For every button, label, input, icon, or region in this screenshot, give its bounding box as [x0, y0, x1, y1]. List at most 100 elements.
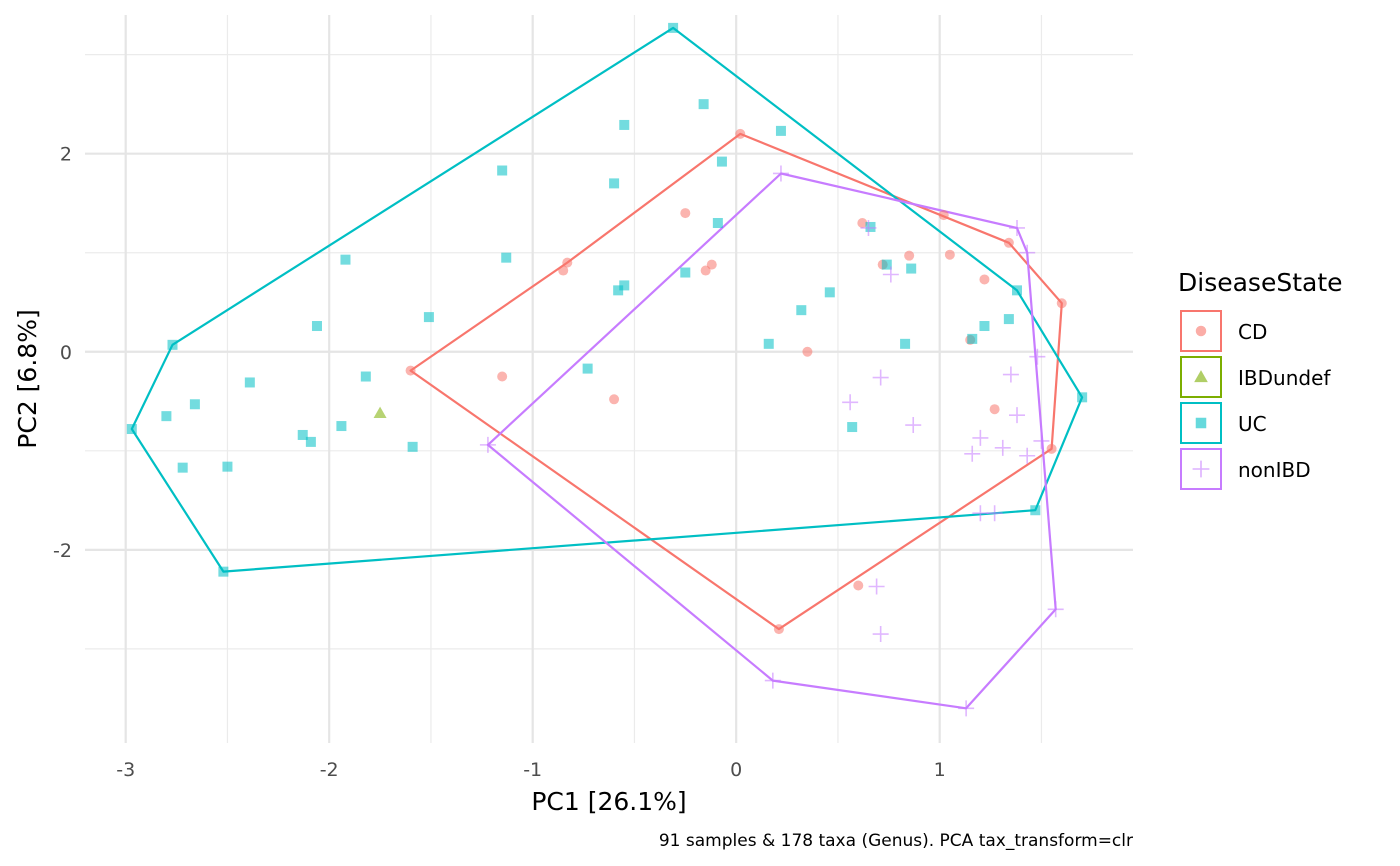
point-uc: [360, 371, 371, 382]
point-uc: [979, 321, 990, 332]
x-tick-label: 1: [934, 759, 946, 781]
grid: [85, 15, 1133, 743]
point-uc: [1077, 392, 1088, 403]
legend: DiseaseState CD IBDundef UC nonIBD: [1178, 268, 1343, 490]
point-nonibd: [994, 439, 1011, 456]
point-cd: [944, 249, 955, 260]
point-cd: [1046, 443, 1057, 454]
legend-marker: [1192, 460, 1210, 478]
point-uc: [698, 99, 709, 110]
hull-uc: [130, 26, 1084, 573]
point-cd: [1056, 298, 1067, 309]
point-uc: [712, 218, 723, 228]
point-cd: [938, 210, 949, 221]
point-nonibd: [972, 429, 989, 446]
x-tick-label: -3: [116, 759, 135, 781]
legend-title: DiseaseState: [1178, 268, 1343, 297]
point-cd: [405, 365, 416, 376]
point-nonibd: [479, 436, 496, 453]
y-tick-label: -2: [53, 540, 72, 562]
point-uc: [311, 321, 322, 332]
point-uc: [865, 221, 876, 232]
point-nonibd: [1002, 366, 1019, 383]
legend-marker: [1195, 325, 1207, 337]
point-uc: [177, 462, 188, 473]
point-uc: [680, 267, 691, 278]
point-cd: [1003, 237, 1014, 248]
point-nonibd: [1047, 601, 1064, 618]
legend-key: [1180, 310, 1222, 352]
point-nonibd: [868, 578, 885, 595]
point-uc: [796, 305, 807, 316]
point-uc: [906, 263, 917, 274]
legend-item-uc: UC: [1180, 402, 1267, 444]
point-uc: [340, 254, 351, 265]
point-uc: [305, 436, 316, 447]
point-uc: [613, 285, 624, 296]
point-uc: [847, 422, 858, 433]
point-uc: [582, 363, 593, 374]
point-uc: [297, 429, 308, 440]
point-nonibd: [905, 417, 922, 434]
point-uc: [763, 338, 774, 349]
x-axis-title: PC1 [26.1%]: [531, 787, 686, 816]
point-uc: [336, 421, 347, 432]
point-nonibd: [1019, 447, 1036, 464]
point-uc: [189, 399, 200, 410]
point-uc: [609, 178, 620, 189]
point-nonibd: [764, 672, 781, 689]
point-cd: [802, 346, 813, 357]
point-cd: [989, 404, 1000, 415]
point-cd: [558, 265, 569, 276]
point-uc: [1030, 505, 1041, 516]
point-nonibd: [860, 219, 877, 236]
point-layer: [126, 22, 1088, 717]
point-uc: [967, 333, 978, 344]
point-cd: [562, 257, 573, 268]
point-nonibd: [872, 626, 889, 643]
x-tick-label: 0: [730, 759, 742, 781]
legend-label: IBDundef: [1238, 366, 1331, 390]
legend-label: nonIBD: [1238, 458, 1311, 482]
point-uc: [824, 287, 835, 298]
point-cd: [904, 250, 915, 261]
point-nonibd: [1033, 432, 1050, 449]
x-tick-label: -2: [320, 759, 339, 781]
point-uc: [716, 156, 727, 167]
point-nonibd: [872, 369, 889, 386]
hull-cd: [409, 132, 1063, 631]
legend-label: CD: [1238, 320, 1267, 344]
hull-layer: [130, 26, 1084, 710]
point-nonibd: [842, 394, 859, 411]
legend-item-ibdundef: IBDundef: [1180, 356, 1331, 398]
point-uc: [501, 252, 512, 263]
point-uc: [407, 441, 418, 452]
y-tick-label: 0: [60, 342, 72, 364]
legend-key: [1180, 448, 1222, 490]
point-cd: [700, 265, 711, 276]
legend-key: [1180, 402, 1222, 444]
point-nonibd: [1009, 219, 1026, 236]
point-nonibd: [964, 445, 981, 462]
tick-labels: -3 -2 -1 0 1 -2 0 2: [53, 144, 946, 781]
point-uc: [900, 338, 911, 349]
point-nonibd: [1009, 407, 1026, 424]
point-uc: [619, 280, 630, 291]
point-uc: [126, 424, 137, 435]
point-uc: [775, 125, 786, 136]
point-uc: [423, 312, 434, 323]
point-uc: [1003, 314, 1014, 325]
point-uc: [619, 119, 630, 130]
point-nonibd: [972, 505, 989, 522]
point-uc: [222, 461, 233, 472]
point-cd: [853, 580, 864, 591]
point-uc: [218, 566, 229, 577]
point-cd: [857, 218, 868, 228]
y-axis-title: PC2 [6.8%]: [13, 309, 42, 448]
point-cd: [680, 208, 691, 219]
point-uc: [1012, 285, 1023, 296]
point-nonibd: [958, 700, 975, 717]
legend-marker: [1195, 417, 1207, 429]
point-cd: [773, 624, 784, 635]
point-cd: [609, 394, 620, 405]
